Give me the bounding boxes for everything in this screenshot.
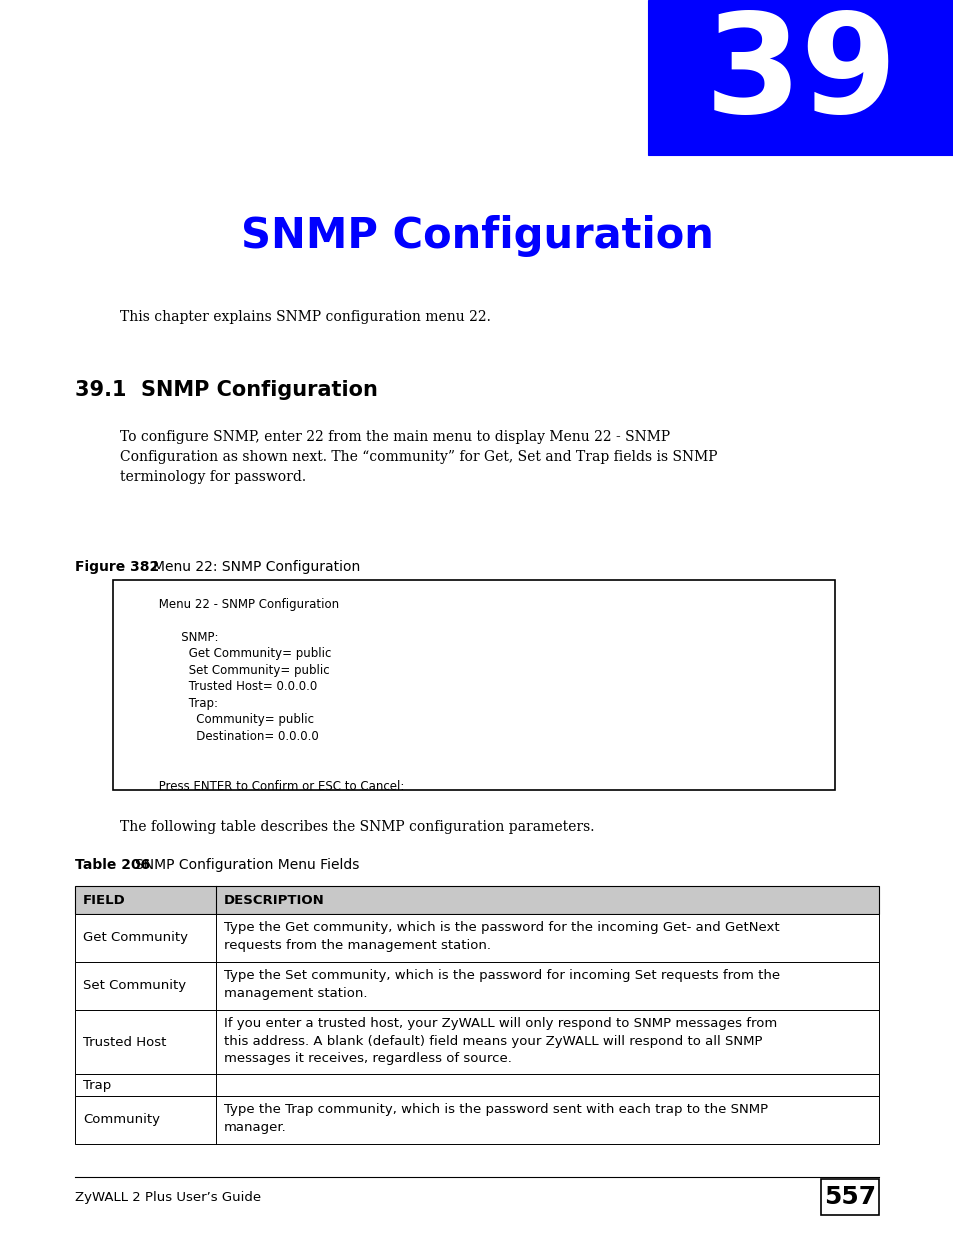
- Text: Get Community= public: Get Community= public: [125, 647, 331, 661]
- Text: To configure SNMP, enter 22 from the main menu to display Menu 22 - SNMP
Configu: To configure SNMP, enter 22 from the mai…: [120, 430, 717, 484]
- Text: Type the Set community, which is the password for incoming Set requests from the: Type the Set community, which is the pas…: [223, 969, 779, 999]
- Text: Destination= 0.0.0.0: Destination= 0.0.0.0: [125, 730, 318, 743]
- Text: Type the Get community, which is the password for the incoming Get- and GetNext
: Type the Get community, which is the pas…: [223, 921, 779, 951]
- Text: Set Community= public: Set Community= public: [125, 664, 330, 677]
- Text: Set Community: Set Community: [83, 979, 186, 993]
- Text: Trusted Host: Trusted Host: [83, 1035, 166, 1049]
- Text: SNMP:: SNMP:: [125, 631, 218, 643]
- Text: Community= public: Community= public: [125, 714, 314, 726]
- Bar: [75, 914, 878, 962]
- Text: Figure 382: Figure 382: [75, 559, 159, 574]
- Bar: [112, 580, 834, 790]
- Text: If you enter a trusted host, your ZyWALL will only respond to SNMP messages from: If you enter a trusted host, your ZyWALL…: [223, 1016, 776, 1065]
- Text: Get Community: Get Community: [83, 931, 188, 945]
- Text: Trap: Trap: [83, 1078, 112, 1092]
- Text: Menu 22 - SNMP Configuration: Menu 22 - SNMP Configuration: [125, 598, 338, 611]
- Bar: [75, 885, 878, 914]
- Text: Menu 22: SNMP Configuration: Menu 22: SNMP Configuration: [152, 559, 360, 574]
- Text: DESCRIPTION: DESCRIPTION: [223, 893, 324, 906]
- Text: This chapter explains SNMP configuration menu 22.: This chapter explains SNMP configuration…: [120, 310, 491, 324]
- Bar: [75, 1010, 878, 1074]
- Text: SNMP Configuration Menu Fields: SNMP Configuration Menu Fields: [135, 858, 359, 872]
- Text: FIELD: FIELD: [83, 893, 126, 906]
- Text: Community: Community: [83, 1114, 160, 1126]
- Text: ZyWALL 2 Plus User’s Guide: ZyWALL 2 Plus User’s Guide: [75, 1191, 261, 1204]
- Text: Type the Trap community, which is the password sent with each trap to the SNMP
m: Type the Trap community, which is the pa…: [223, 1103, 767, 1134]
- Text: 557: 557: [823, 1186, 875, 1209]
- Bar: [821, 1179, 878, 1215]
- Bar: [75, 1095, 878, 1144]
- Bar: [75, 1074, 878, 1095]
- Text: Table 206: Table 206: [75, 858, 150, 872]
- Text: 39: 39: [703, 7, 897, 142]
- Text: Press ENTER to Confirm or ESC to Cancel:: Press ENTER to Confirm or ESC to Cancel:: [125, 779, 404, 793]
- Bar: [75, 962, 878, 1010]
- Text: The following table describes the SNMP configuration parameters.: The following table describes the SNMP c…: [120, 820, 594, 834]
- Text: Trap:: Trap:: [125, 697, 218, 710]
- Bar: [647, 0, 953, 156]
- Text: 39.1  SNMP Configuration: 39.1 SNMP Configuration: [75, 380, 377, 400]
- Text: Trusted Host= 0.0.0.0: Trusted Host= 0.0.0.0: [125, 680, 317, 694]
- Text: SNMP Configuration: SNMP Configuration: [240, 215, 713, 257]
